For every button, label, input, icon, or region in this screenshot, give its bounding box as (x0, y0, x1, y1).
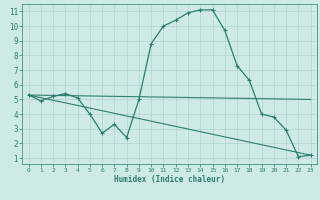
X-axis label: Humidex (Indice chaleur): Humidex (Indice chaleur) (114, 175, 225, 184)
